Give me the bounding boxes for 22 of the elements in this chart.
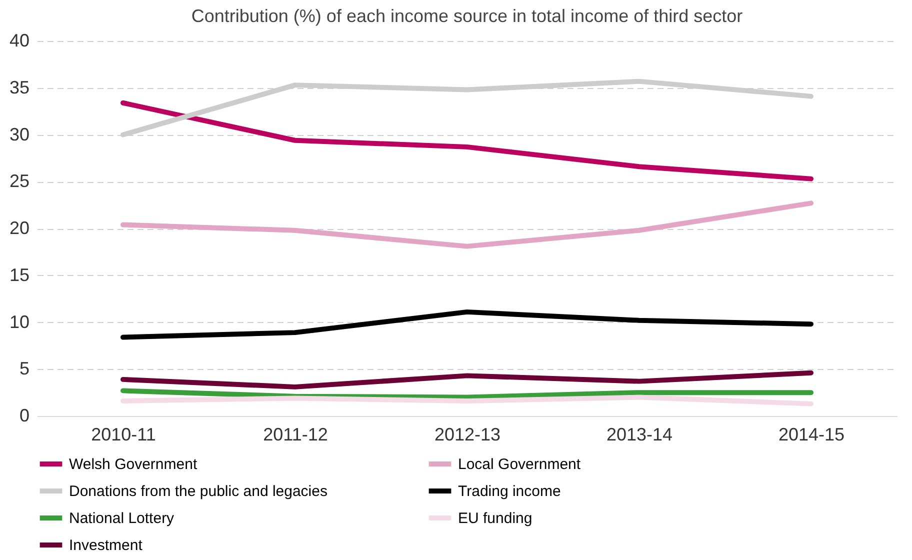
y-tick-label: 5 (19, 358, 30, 379)
legend-label: Donations from the public and legacies (69, 483, 328, 500)
legend-label: Trading income (458, 483, 561, 500)
y-tick-label: 25 (9, 171, 30, 192)
chart-title: Contribution (%) of each income source in total income of third sector (191, 6, 743, 26)
y-tick-label: 20 (9, 218, 30, 238)
y-tick-label: 0 (19, 406, 30, 426)
y-tick-label: 35 (9, 77, 30, 98)
x-tick-label: 2011-12 (263, 424, 328, 444)
y-tick-label: 40 (9, 30, 30, 50)
x-tick-label: 2012-13 (434, 424, 501, 444)
y-tick-label: 30 (9, 124, 30, 144)
x-tick-label: 2013-14 (606, 424, 673, 444)
x-tick-label: 2010-11 (91, 424, 156, 444)
y-tick-label: 10 (9, 312, 30, 332)
legend-label: Local Government (458, 456, 582, 473)
legend-label: Investment (69, 537, 144, 554)
y-tick-label: 15 (9, 264, 30, 285)
legend-label: EU funding (458, 510, 532, 527)
legend-label: National Lottery (69, 510, 175, 527)
legend-label: Welsh Government (69, 456, 198, 473)
x-tick-label: 2014-15 (778, 424, 845, 444)
